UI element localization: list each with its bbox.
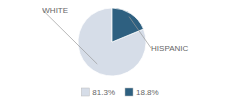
chart: WHITE HISPANIC 81.3% 18.8%	[0, 0, 240, 100]
leader-line	[42, 10, 97, 64]
legend: 81.3% 18.8%	[81, 88, 158, 97]
pie-slice	[78, 8, 146, 76]
legend-item: 81.3%	[81, 88, 115, 97]
legend-label: 18.8%	[136, 88, 159, 97]
pie-slice	[112, 8, 143, 42]
legend-swatch	[81, 88, 89, 96]
pie	[78, 8, 146, 76]
leader-line	[129, 17, 151, 49]
annotations: WHITE HISPANIC	[42, 6, 188, 65]
legend-item: 18.8%	[125, 88, 159, 97]
annotation-label: HISPANIC	[151, 44, 188, 53]
annotation-label: WHITE	[42, 6, 68, 15]
legend-label: 81.3%	[92, 88, 115, 97]
legend-swatch	[125, 88, 133, 96]
